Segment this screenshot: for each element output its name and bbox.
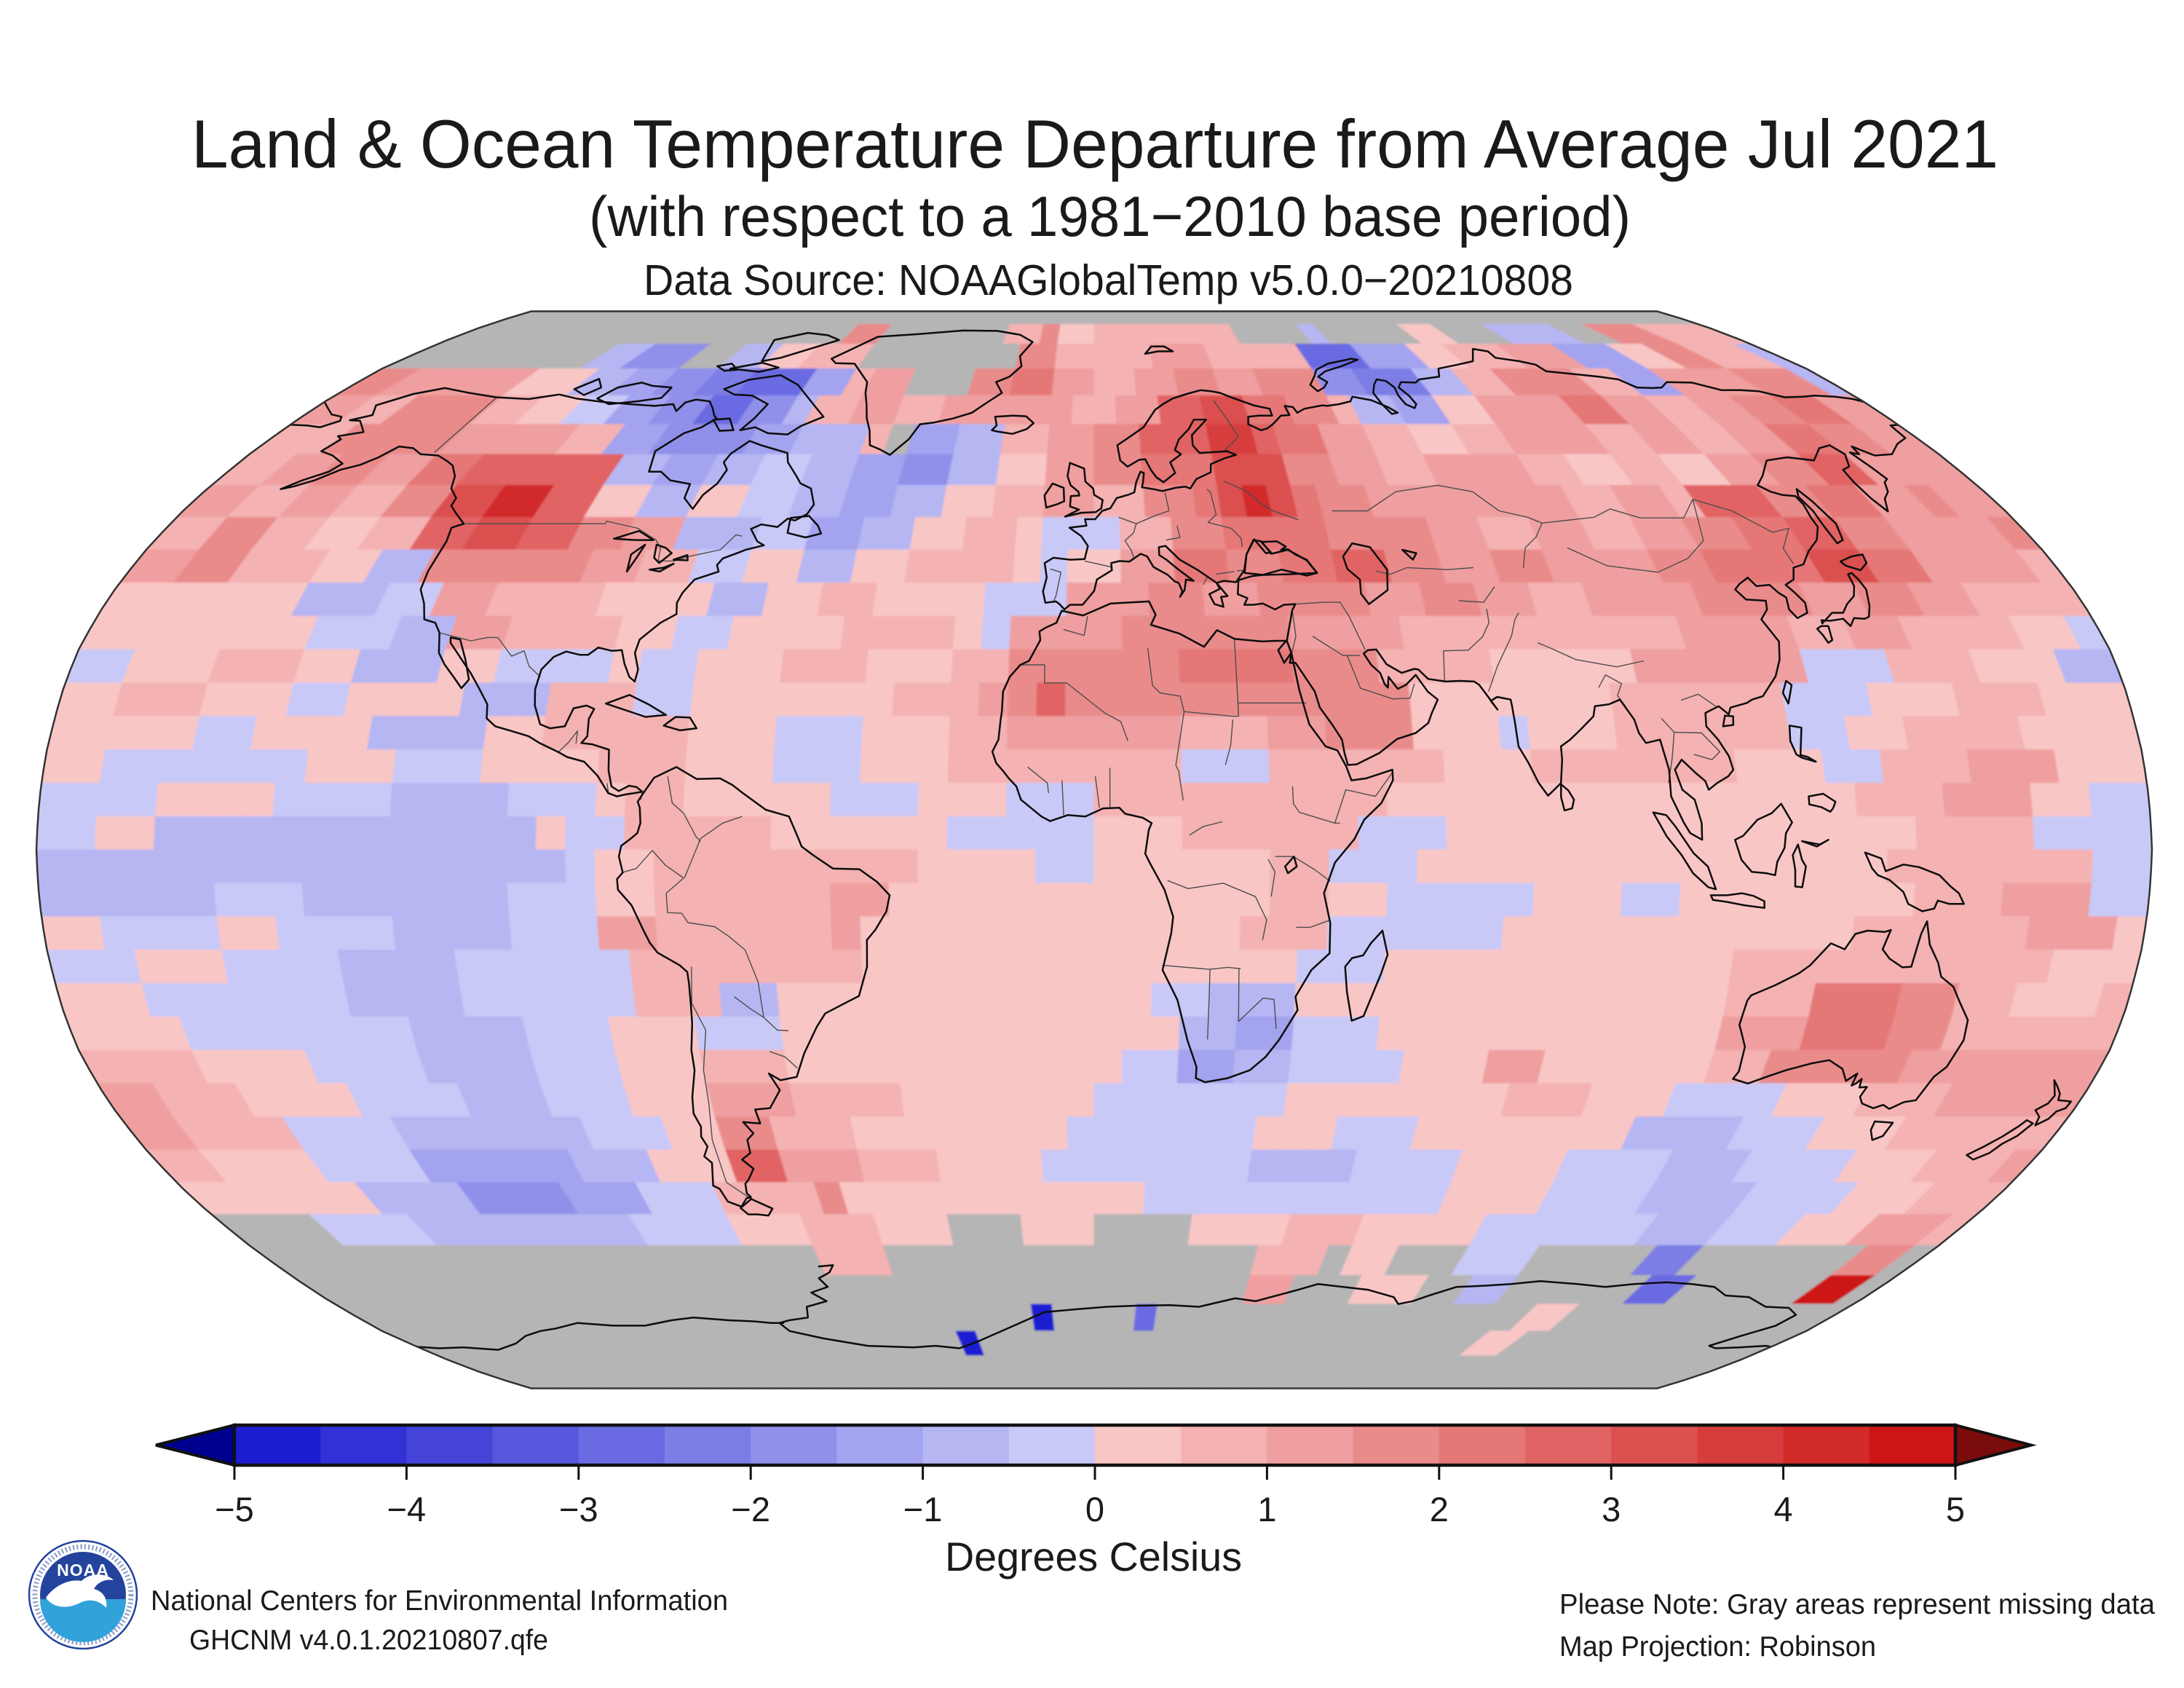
svg-text:−1: −1 [903,1490,943,1529]
svg-text:5: 5 [1946,1490,1965,1529]
svg-text:National Centers for Environme: National Centers for Environmental Infor… [151,1585,728,1617]
svg-text:(with respect to a 1981−2010 b: (with respect to a 1981−2010 base period… [589,184,1631,248]
svg-text:GHCNM v4.0.1.20210807.qfe: GHCNM v4.0.1.20210807.qfe [189,1625,548,1656]
svg-text:3: 3 [1602,1490,1621,1529]
svg-text:Land & Ocean Temperature Depar: Land & Ocean Temperature Departure from … [191,106,1998,182]
svg-text:−2: −2 [731,1490,770,1529]
svg-text:Map Projection: Robinson: Map Projection: Robinson [1559,1631,1876,1663]
svg-text:Data Source: NOAAGlobalTemp v5: Data Source: NOAAGlobalTemp v5.0.0−20210… [644,256,1573,304]
svg-text:−3: −3 [559,1490,598,1529]
svg-text:2: 2 [1430,1490,1449,1529]
svg-text:−5: −5 [215,1490,254,1529]
svg-text:−4: −4 [387,1490,427,1529]
svg-text:Degrees Celsius: Degrees Celsius [945,1534,1242,1579]
svg-text:1: 1 [1257,1490,1276,1529]
svg-text:Please Note: Gray areas repres: Please Note: Gray areas represent missin… [1559,1589,2155,1620]
svg-text:4: 4 [1774,1490,1793,1529]
svg-text:0: 0 [1085,1490,1104,1529]
